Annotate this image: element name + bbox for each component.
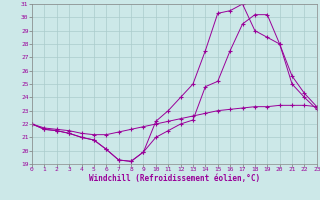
X-axis label: Windchill (Refroidissement éolien,°C): Windchill (Refroidissement éolien,°C): [89, 174, 260, 183]
